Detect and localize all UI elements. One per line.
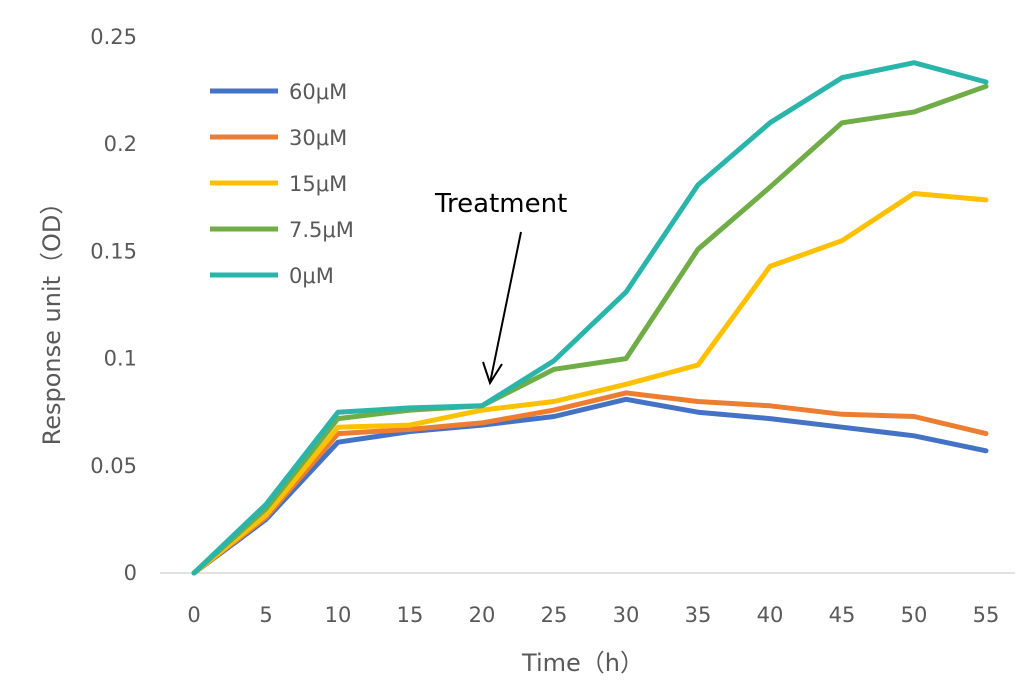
x-tick-label: 50: [901, 603, 928, 627]
series-line-0M: [191, 60, 989, 576]
series-line-60M: [191, 396, 989, 576]
x-axis-ticks: 0 5 10 15 20 25 30 35 40 45 50 55: [187, 603, 999, 627]
x-tick-label: 40: [757, 603, 784, 627]
series-lines: [191, 60, 989, 576]
legend-label: 60μM: [289, 80, 347, 104]
x-tick-label: 25: [541, 603, 568, 627]
y-axis-ticks: 0 0.05 0.1 0.15 0.2 0.25: [90, 25, 137, 585]
y-tick-label: 0: [124, 561, 137, 585]
x-tick-label: 35: [685, 603, 712, 627]
x-tick-label: 10: [325, 603, 352, 627]
treatment-annotation: Treatment: [434, 189, 567, 386]
y-tick-label: 0.2: [104, 132, 137, 156]
x-tick-label: 5: [259, 603, 272, 627]
legend-label: 7.5μM: [289, 218, 354, 242]
series-line-15M: [191, 191, 989, 576]
legend-label: 15μM: [289, 172, 347, 196]
x-tick-label: 0: [187, 603, 200, 627]
y-axis-title: Response unit（OD）: [38, 191, 66, 446]
legend: 60μM 30μM 15μM 7.5μM 0μM: [210, 80, 354, 288]
legend-label: 30μM: [289, 126, 347, 150]
treatment-label: Treatment: [434, 189, 567, 219]
treatment-arrow-head: [482, 361, 503, 386]
x-axis-title: Time（h）: [521, 649, 644, 677]
x-tick-label: 45: [829, 603, 856, 627]
series-line-7-5M: [191, 83, 989, 576]
treatment-arrow-shaft: [489, 231, 522, 384]
x-tick-label: 55: [973, 603, 1000, 627]
legend-label: 0μM: [289, 264, 334, 288]
y-tick-label: 0.15: [90, 239, 137, 263]
x-tick-label: 15: [397, 603, 424, 627]
y-tick-label: 0.05: [90, 454, 137, 478]
series-line-30M: [191, 390, 989, 576]
y-tick-label: 0.25: [90, 25, 137, 49]
y-tick-label: 0.1: [104, 347, 137, 371]
x-tick-label: 20: [469, 603, 496, 627]
x-tick-label: 30: [613, 603, 640, 627]
